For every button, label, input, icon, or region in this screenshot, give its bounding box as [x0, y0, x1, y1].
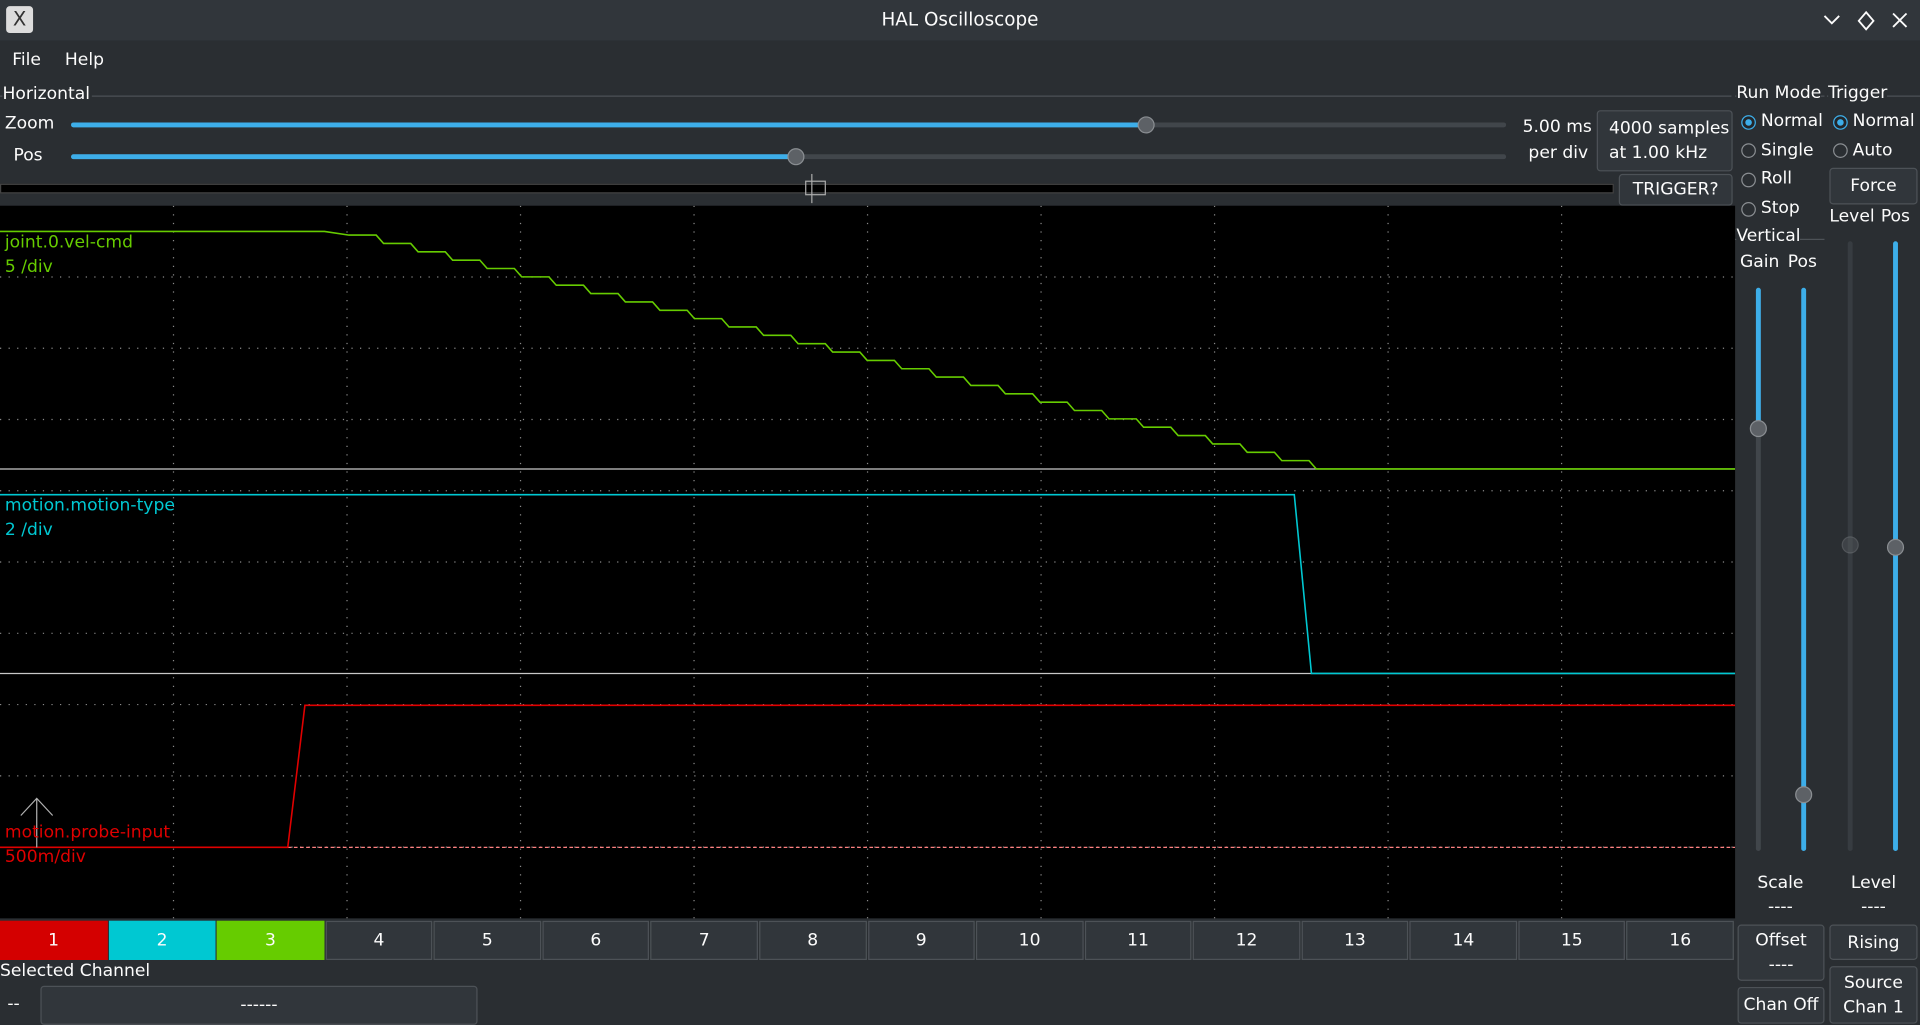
pos-fill — [71, 154, 796, 160]
trace-scale: 5 /div — [4, 257, 53, 277]
samples-button[interactable]: 4000 samples at 1.00 kHz — [1596, 110, 1733, 172]
tpos-slider[interactable] — [1886, 538, 1905, 556]
level-slider[interactable] — [1841, 536, 1859, 554]
samples-count: 4000 samples — [1608, 118, 1730, 139]
edge-button[interactable]: Rising — [1829, 924, 1918, 961]
app-icon: X — [6, 6, 34, 34]
window-title: HAL Oscilloscope — [881, 8, 1039, 31]
pos-slider[interactable] — [787, 148, 805, 166]
trigger-title: Trigger — [1828, 83, 1888, 103]
trace-3 — [0, 704, 1736, 849]
channel-button[interactable]: 2 — [108, 920, 216, 961]
vpos-label: Pos — [1787, 252, 1817, 272]
radio[interactable] — [1741, 143, 1756, 158]
force-button[interactable]: Force — [1829, 167, 1918, 205]
record-bar — [0, 183, 1614, 194]
trace-name: joint.0.vel-cmd — [4, 232, 133, 253]
chan-off-button[interactable]: Chan Off — [1737, 986, 1825, 1024]
record-marker — [805, 173, 826, 204]
scale-label: Scale — [1757, 873, 1804, 893]
channel-button[interactable]: 6 — [542, 920, 650, 961]
rate-value: 5.00 ms — [1522, 117, 1592, 138]
tpos-label: Pos — [1880, 206, 1910, 227]
trigger-option[interactable]: Auto — [1852, 140, 1893, 161]
channel-bar: 1 2 3 4 5 6 7 8 9 10 11 12 13 14 15 16 — [0, 920, 1735, 961]
scope-display — [0, 205, 1736, 919]
radio[interactable] — [1741, 172, 1756, 188]
channel-button[interactable]: 13 — [1301, 920, 1409, 961]
trace-scale: 500m/div — [4, 847, 86, 867]
level-title: Level — [1850, 873, 1897, 893]
run-mode-title: Run Mode — [1736, 83, 1822, 103]
samples-rate: at 1.00 kHz — [1608, 143, 1708, 163]
channel-button[interactable]: 4 — [325, 920, 433, 961]
title-bar — [0, 0, 1920, 41]
gain-label: Gain — [1740, 252, 1780, 272]
run-mode-option[interactable]: Roll — [1760, 168, 1792, 189]
channel-button[interactable]: 8 — [759, 920, 867, 961]
trigger-status[interactable]: TRIGGER? — [1618, 173, 1733, 206]
vertical-title: Vertical — [1736, 226, 1801, 247]
selected-name[interactable]: ------ — [40, 985, 478, 1025]
rate-unit: per div — [1528, 143, 1589, 163]
channel-button[interactable]: 15 — [1518, 920, 1626, 961]
menu-help[interactable]: Help — [64, 50, 104, 70]
vpos-slider[interactable] — [1795, 786, 1813, 804]
trigger-arrow — [20, 797, 54, 848]
run-mode-option[interactable]: Single — [1760, 140, 1814, 161]
channel-button[interactable]: 9 — [867, 920, 975, 961]
horizontal-frame — [0, 95, 1732, 97]
source-button[interactable]: Source Chan 1 — [1829, 966, 1918, 1024]
offset-label: Offset — [1755, 930, 1807, 951]
selected-title: Selected Channel — [0, 961, 151, 981]
channel-button[interactable]: 14 — [1409, 920, 1517, 961]
zoom-label: Zoom — [4, 113, 55, 134]
gain-slider[interactable] — [1749, 420, 1767, 438]
level-value: ---- — [1861, 897, 1886, 918]
trace-name: motion.motion-type — [4, 495, 175, 516]
gain-track — [1755, 287, 1761, 852]
source-value: Chan 1 — [1843, 997, 1904, 1017]
channel-button[interactable]: 3 — [216, 920, 325, 961]
channel-button[interactable]: 11 — [1084, 920, 1192, 961]
radio[interactable] — [1833, 115, 1848, 130]
run-mode-option[interactable]: Stop — [1760, 198, 1800, 218]
channel-button[interactable]: 12 — [1192, 920, 1301, 961]
gain-fill — [1755, 287, 1761, 429]
selected-number: -- — [7, 994, 20, 1014]
source-label: Source — [1844, 972, 1903, 993]
trace-scale: 2 /div — [4, 520, 53, 541]
channel-button[interactable]: 7 — [650, 920, 758, 961]
trace-name: motion.probe-input — [4, 822, 171, 843]
channel-button[interactable]: 16 — [1626, 920, 1734, 961]
zoom-fill — [71, 122, 1147, 128]
radio[interactable] — [1741, 202, 1756, 217]
trigger-option[interactable]: Normal — [1852, 111, 1915, 132]
channel-button[interactable]: 10 — [975, 920, 1084, 961]
scale-value: ---- — [1768, 897, 1793, 918]
trace-1 — [0, 230, 1736, 470]
run-mode-option[interactable]: Normal — [1760, 111, 1823, 132]
trace-2 — [0, 493, 1736, 675]
offset-value: ---- — [1768, 955, 1794, 975]
radio[interactable] — [1833, 143, 1848, 158]
horizontal-title: Horizontal — [2, 84, 93, 105]
window-controls[interactable] — [1817, 10, 1915, 32]
level-label: Level — [1829, 206, 1875, 227]
channel-button[interactable]: 1 — [0, 920, 108, 961]
offset-button[interactable]: Offset ---- — [1737, 924, 1825, 981]
channel-button[interactable]: 5 — [433, 920, 541, 961]
zoom-slider[interactable] — [1137, 116, 1155, 134]
menu-file[interactable]: File — [12, 50, 41, 70]
radio[interactable] — [1741, 115, 1756, 130]
pos-label: Pos — [13, 145, 43, 166]
vpos-track — [1801, 287, 1807, 852]
